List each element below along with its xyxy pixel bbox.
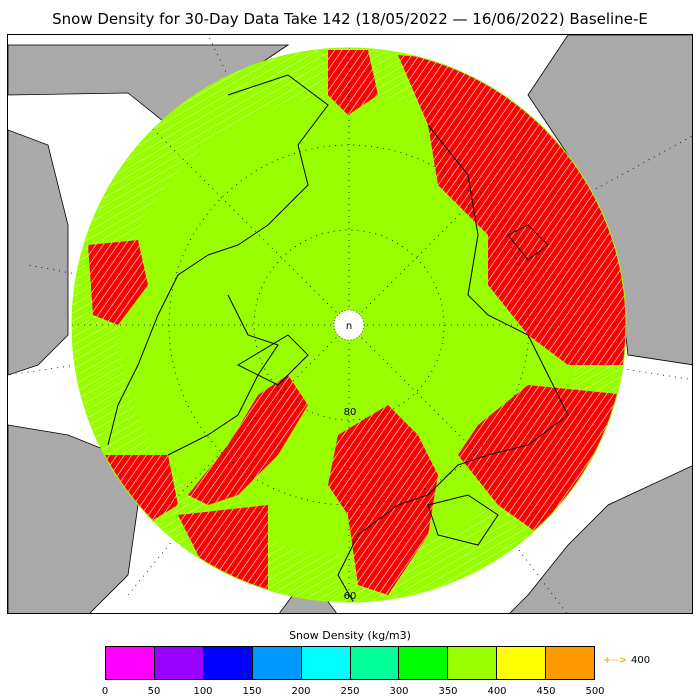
colorbar-segment bbox=[399, 647, 449, 679]
colorbar-ticks: 0 50 100 150 200 250 300 350 400 450 500 bbox=[101, 686, 605, 700]
colorbar-tick-label: 150 bbox=[242, 686, 262, 697]
high-density-region-southwest bbox=[188, 375, 308, 505]
overflow-arrow-icon: +--> bbox=[603, 655, 627, 666]
colorbar-tick-label: 0 bbox=[101, 686, 109, 697]
colorbar-segment bbox=[154, 647, 204, 679]
colorbar-segment bbox=[546, 647, 595, 679]
high-density-region-west bbox=[88, 240, 148, 325]
colorbar-overflow: +--> 400 bbox=[603, 655, 650, 666]
colorbar-tick-label: 300 bbox=[389, 686, 409, 697]
colorbar-title: Snow Density (kg/m3) bbox=[289, 629, 411, 642]
colorbar-tick-label: 100 bbox=[193, 686, 213, 697]
colorbar-tick-label: 500 bbox=[585, 686, 605, 697]
lat-label-80: 80 bbox=[344, 407, 357, 418]
overflow-label: 400 bbox=[630, 655, 651, 666]
lat-label-60: 60 bbox=[344, 591, 357, 602]
colorbar-tick-label: 250 bbox=[340, 686, 360, 697]
colorbar-tick-label: 200 bbox=[291, 686, 311, 697]
colorbar-tick-label: 50 bbox=[147, 686, 161, 697]
coastlines bbox=[107, 74, 569, 602]
high-density-region-west-2 bbox=[98, 455, 178, 535]
colorbar-segment bbox=[252, 647, 302, 679]
data-boundary bbox=[71, 47, 627, 603]
land-outside bbox=[8, 35, 692, 613]
graticule-inner bbox=[72, 48, 626, 602]
polar-map: n 80 60 bbox=[8, 35, 692, 613]
colorbar-segment bbox=[350, 647, 400, 679]
colorbar-tick-label: 400 bbox=[487, 686, 507, 697]
high-density-region-southwest-2 bbox=[178, 505, 268, 595]
map-title: Snow Density for 30-Day Data Take 142 (1… bbox=[52, 10, 648, 28]
colorbar bbox=[105, 646, 595, 680]
high-density-region-south bbox=[328, 405, 438, 595]
colorbar-tick-label: 350 bbox=[438, 686, 458, 697]
pole-hole bbox=[333, 309, 365, 341]
pole-marker: n bbox=[346, 321, 352, 332]
colorbar-segment bbox=[301, 647, 351, 679]
colorbar-tick-label: 450 bbox=[536, 686, 556, 697]
colorbar-segment bbox=[106, 647, 155, 679]
map-frame: n 80 60 bbox=[7, 34, 693, 614]
colorbar-segment bbox=[203, 647, 253, 679]
high-density-region-north bbox=[328, 50, 378, 115]
colorbar-segment bbox=[497, 647, 547, 679]
colorbar-segment bbox=[448, 647, 498, 679]
